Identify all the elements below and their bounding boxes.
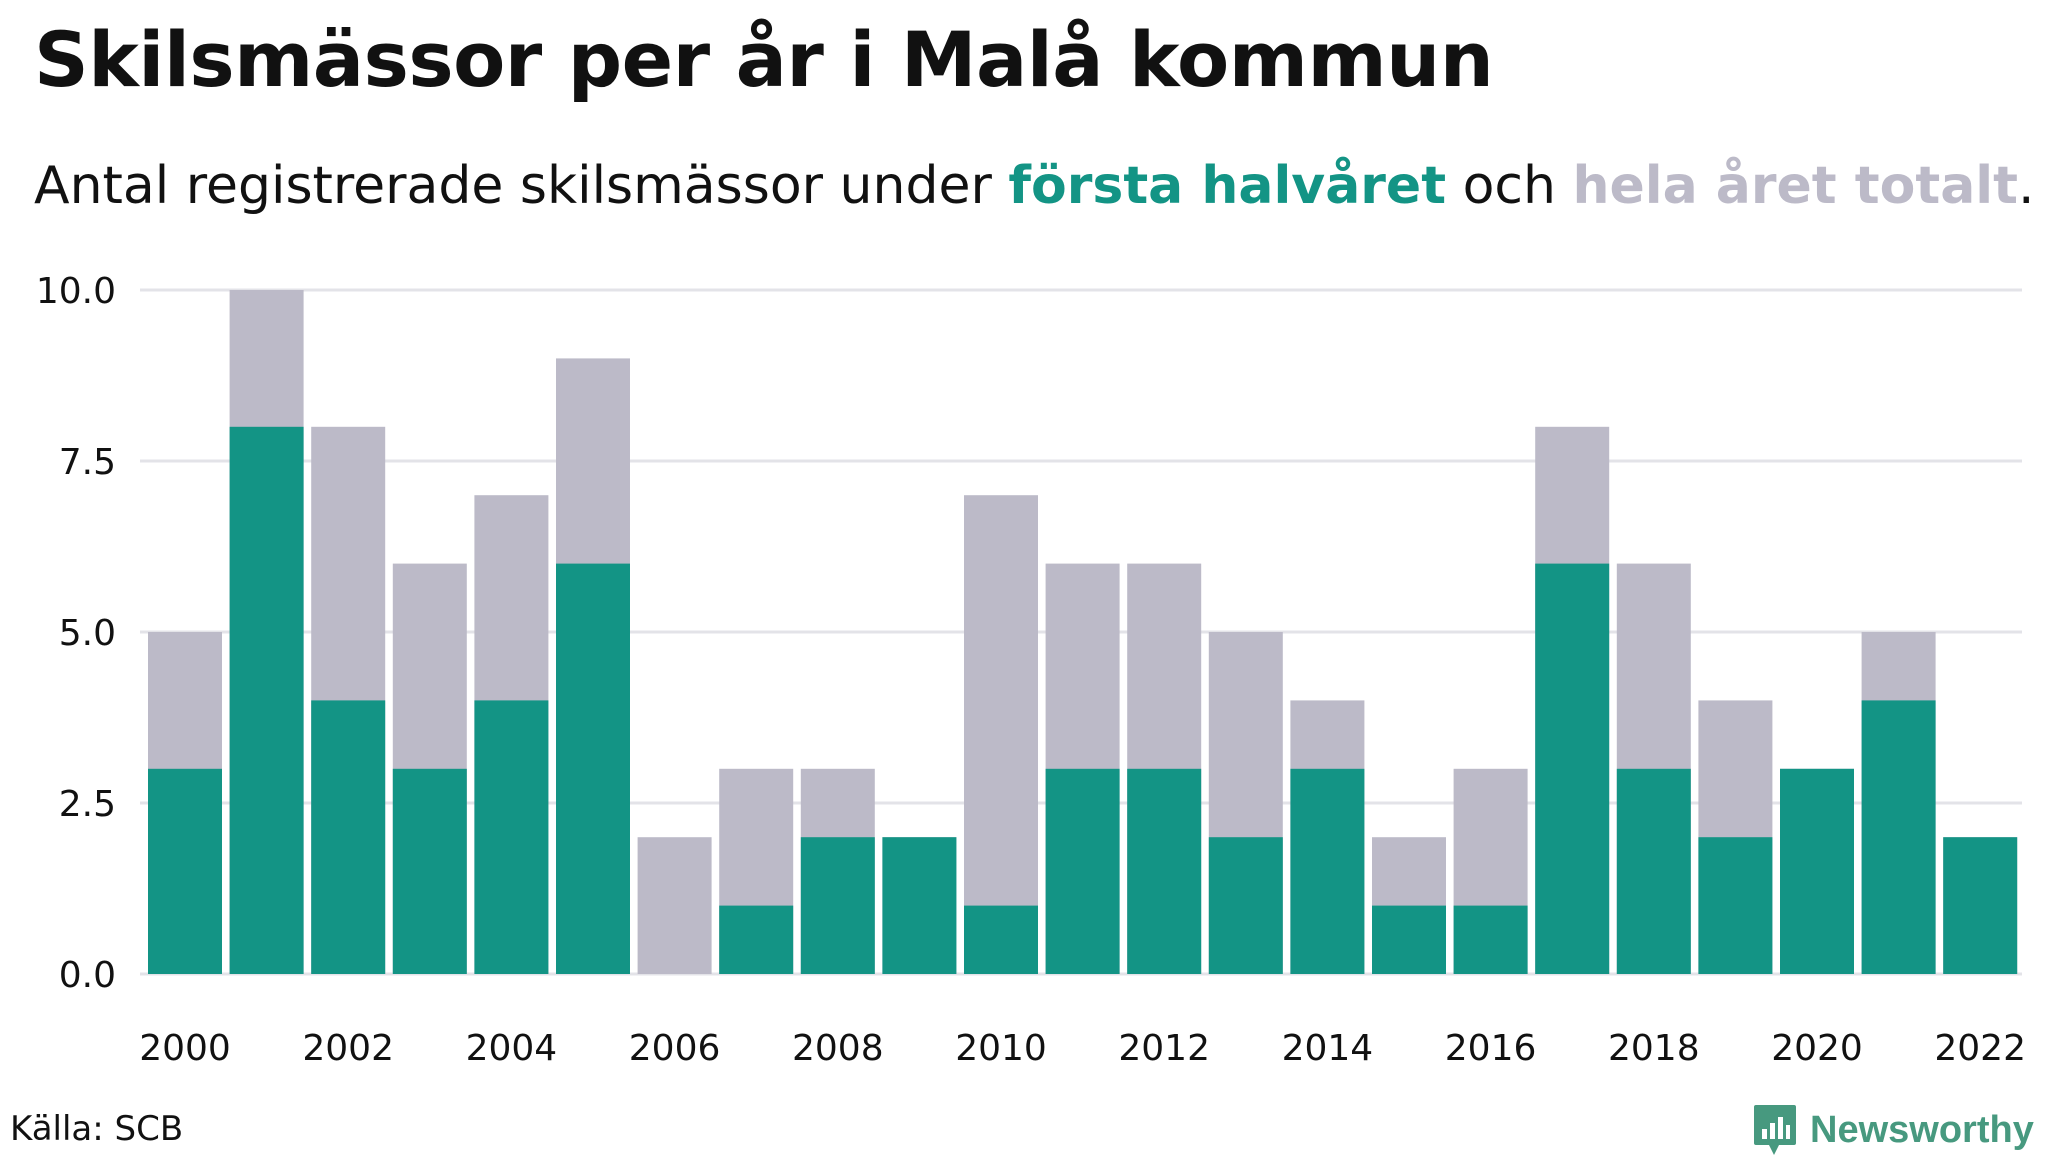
bar-first-half-2007 bbox=[719, 905, 794, 974]
bar-first-half-2012 bbox=[1127, 768, 1202, 974]
bar-first-half-2003 bbox=[392, 768, 467, 974]
brand-logo: Newsworthy bbox=[1752, 1102, 2034, 1158]
x-tick-label: 2008 bbox=[792, 1028, 884, 1069]
bar-first-half-2022 bbox=[1943, 837, 2018, 974]
subtitle-prefix: Antal registrerade skilsmässor under bbox=[34, 156, 1009, 216]
y-tick-label: 10.0 bbox=[36, 271, 116, 312]
source-note: Källa: SCB bbox=[10, 1109, 184, 1149]
x-tick-label: 2014 bbox=[1282, 1028, 1374, 1069]
y-tick-label: 2.5 bbox=[59, 784, 116, 825]
bar-first-half-2015 bbox=[1372, 905, 1446, 974]
y-tick-label: 5.0 bbox=[59, 613, 116, 654]
chart-title: Skilsmässor per år i Malå kommun bbox=[34, 15, 1494, 104]
bar-first-half-2010 bbox=[964, 905, 1038, 974]
y-tick-label: 7.5 bbox=[59, 442, 116, 483]
bar-first-half-2002 bbox=[311, 700, 386, 974]
bar-first-half-2000 bbox=[148, 768, 222, 974]
x-axis-tick-labels: 2000 2002 2004 2006 2008 2010 2012 2014 2016 2018… bbox=[139, 1028, 2026, 1069]
bar-first-half-2020 bbox=[1780, 768, 1854, 974]
subtitle-total-label: hela året totalt bbox=[1572, 156, 2018, 216]
bar-first-half-2011 bbox=[1045, 768, 1120, 974]
x-tick-label: 2010 bbox=[955, 1028, 1047, 1069]
x-tick-label: 2000 bbox=[139, 1028, 231, 1069]
subtitle-suffix: . bbox=[2017, 156, 2035, 216]
x-tick-label: 2018 bbox=[1608, 1028, 1700, 1069]
bar-total-2010 bbox=[964, 495, 1038, 974]
y-axis-tick-labels: 0.0 2.5 5.0 7.5 10.0 bbox=[36, 271, 116, 996]
bar-first-half-2005 bbox=[556, 563, 630, 974]
chart-subtitle: Antal registrerade skilsmässor under för… bbox=[34, 155, 2035, 217]
x-tick-label: 2022 bbox=[1934, 1028, 2026, 1069]
bar-first-half-2001 bbox=[229, 426, 304, 974]
bar-first-half-2009 bbox=[882, 837, 957, 974]
y-tick-label: 0.0 bbox=[59, 955, 116, 996]
bar-first-half-2017 bbox=[1535, 563, 1610, 974]
bars-first-half bbox=[148, 426, 2018, 974]
newsworthy-logo-icon bbox=[1754, 1105, 1796, 1155]
subtitle-middle: och bbox=[1446, 156, 1573, 216]
bar-first-half-2016 bbox=[1453, 905, 1528, 974]
subtitle-first-half-label: första halvåret bbox=[1008, 156, 1447, 216]
x-tick-label: 2004 bbox=[466, 1028, 558, 1069]
bar-first-half-2014 bbox=[1290, 768, 1365, 974]
x-tick-label: 2006 bbox=[629, 1028, 721, 1069]
bar-first-half-2008 bbox=[800, 837, 875, 974]
bar-total-2006 bbox=[637, 837, 712, 974]
bar-first-half-2021 bbox=[1861, 700, 1936, 974]
x-tick-label: 2002 bbox=[302, 1028, 394, 1069]
x-tick-label: 2020 bbox=[1771, 1028, 1863, 1069]
x-tick-label: 2016 bbox=[1445, 1028, 1537, 1069]
bar-first-half-2018 bbox=[1616, 768, 1691, 974]
bar-first-half-2019 bbox=[1698, 837, 1773, 974]
bar-first-half-2004 bbox=[474, 700, 549, 974]
bar-chart: 0.0 2.5 5.0 7.5 10.0 2000 2002 2004 2006 2008 201… bbox=[36, 271, 2026, 1069]
bar-first-half-2013 bbox=[1208, 837, 1283, 974]
brand-name: Newsworthy bbox=[1810, 1108, 2034, 1151]
x-tick-label: 2012 bbox=[1118, 1028, 1210, 1069]
